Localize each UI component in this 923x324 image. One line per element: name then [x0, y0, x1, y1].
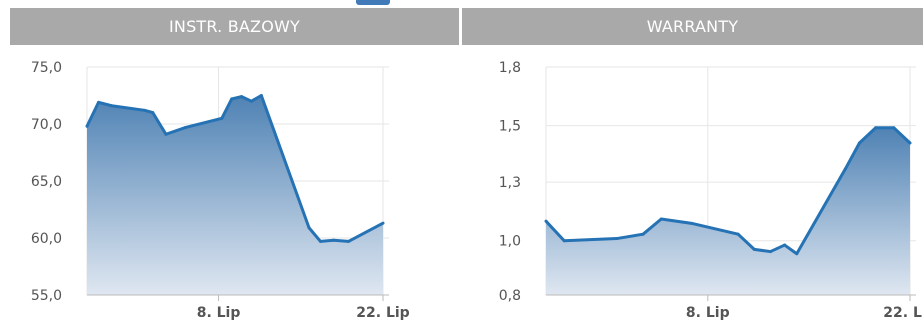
y-tick-label: 75,0: [31, 60, 62, 76]
panel-header-underlying[interactable]: INSTR. BAZOWY: [10, 8, 459, 45]
data-point: [908, 141, 912, 145]
data-point: [857, 141, 861, 145]
data-point: [768, 250, 772, 254]
data-point: [843, 167, 847, 171]
y-tick-label: 1,8: [499, 60, 521, 76]
top-strip: [0, 0, 923, 8]
chart-underlying: 75,0 70,0 65,0 60,0 55,0 8. Lip 22. Lip: [31, 60, 410, 321]
y-tick-label: 1,3: [499, 175, 521, 191]
data-point: [230, 97, 234, 101]
y-tick-label: 60,0: [31, 231, 62, 247]
data-point: [544, 219, 548, 223]
y-tick-label: 1,5: [499, 119, 521, 135]
x-tick-label: 8. Lip: [686, 305, 730, 321]
panel-header-warrants[interactable]: WARRANTY: [462, 8, 923, 45]
x-tick-label: 22. Lip: [356, 305, 409, 321]
data-point: [143, 108, 147, 112]
data-point: [164, 132, 168, 136]
data-point: [240, 95, 244, 99]
data-point: [381, 221, 385, 225]
data-point: [659, 217, 663, 221]
chart-warrants: 1,8 1,5 1,3 1,0 0,8 8. Lip 22. Lip: [499, 60, 923, 321]
data-point: [690, 221, 694, 225]
data-point: [332, 238, 336, 242]
panel-warrants: WARRANTY 1,8 1,5 1,3 1,0 0,8 8. Lip 22. Lip: [462, 0, 923, 324]
data-point: [97, 100, 101, 104]
tab-indicator: [356, 0, 390, 5]
data-point: [319, 239, 323, 243]
series-area: [87, 95, 383, 295]
data-point: [85, 124, 89, 128]
panel-underlying: INSTR. BAZOWY 75,0 70,0 65,0 60,0 55,0 8. Lip…: [0, 0, 461, 324]
series-area: [546, 127, 910, 295]
y-tick-label: 55,0: [31, 288, 62, 304]
series-line: [544, 126, 912, 256]
x-tick-label: 8. Lip: [197, 305, 241, 321]
data-point: [220, 116, 224, 120]
data-point: [783, 243, 787, 247]
y-tick-label: 0,8: [499, 288, 521, 304]
data-point: [110, 104, 114, 108]
data-point: [249, 99, 253, 103]
data-point: [562, 239, 566, 243]
data-point: [752, 247, 756, 251]
data-point: [892, 126, 896, 130]
data-point: [874, 126, 878, 130]
x-tick-label: 22. Lip: [883, 305, 923, 321]
data-point: [259, 94, 263, 97]
data-point: [641, 232, 645, 236]
data-point: [736, 232, 740, 236]
data-point: [615, 237, 619, 241]
y-tick-label: 70,0: [31, 117, 62, 133]
data-point: [151, 111, 155, 115]
data-point: [795, 252, 799, 256]
y-tick-label: 65,0: [31, 174, 62, 190]
data-point: [307, 226, 311, 230]
data-point: [346, 239, 350, 243]
data-point: [184, 125, 188, 129]
y-tick-label: 1,0: [499, 234, 521, 250]
